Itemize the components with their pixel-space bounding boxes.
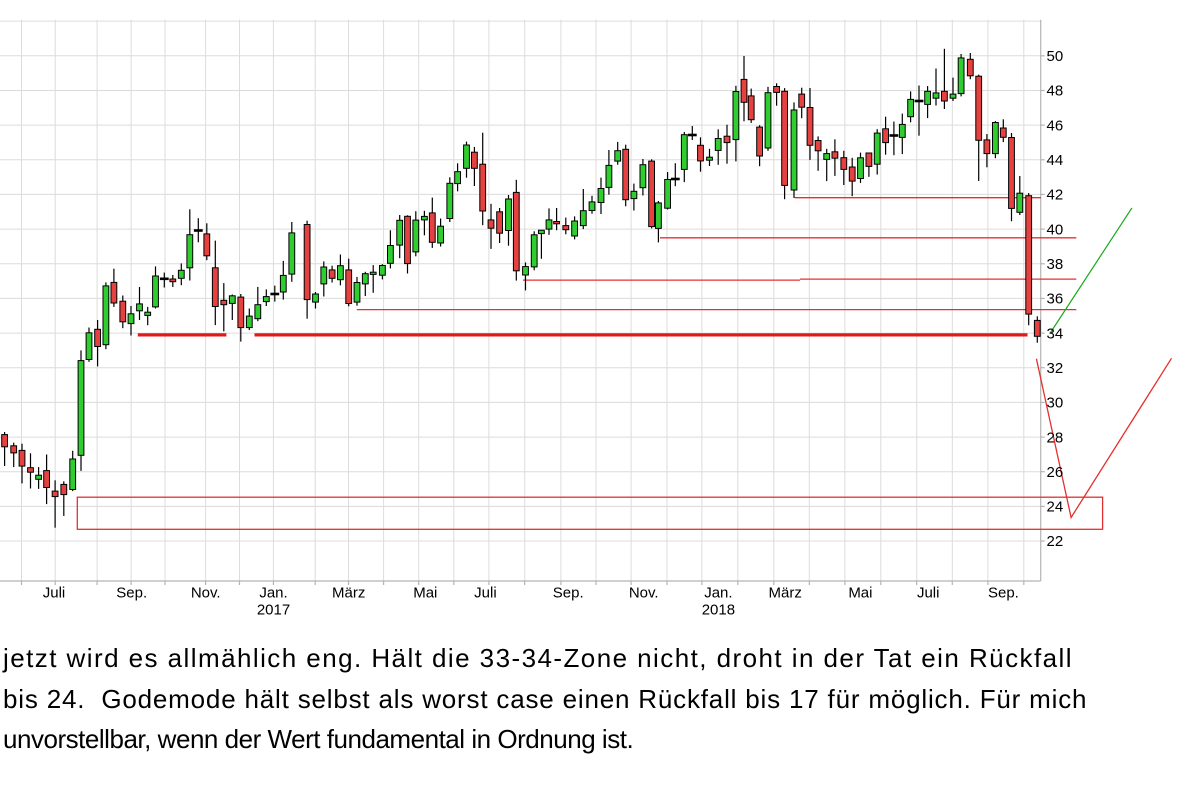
svg-text:28: 28 (1047, 429, 1064, 446)
svg-text:Sep.: Sep. (988, 585, 1019, 602)
svg-text:2017: 2017 (257, 602, 290, 619)
svg-text:22: 22 (1047, 533, 1064, 550)
svg-text:Jan.: Jan. (704, 585, 732, 602)
svg-text:März: März (332, 585, 365, 602)
svg-text:34: 34 (1047, 325, 1064, 342)
svg-text:48: 48 (1047, 83, 1064, 100)
svg-text:24: 24 (1047, 499, 1064, 516)
svg-text:Nov.: Nov. (191, 585, 221, 602)
svg-text:36: 36 (1047, 291, 1064, 308)
svg-text:2018: 2018 (702, 602, 735, 619)
svg-text:26: 26 (1047, 464, 1064, 481)
svg-text:Jan.: Jan. (259, 585, 287, 602)
svg-text:Mai: Mai (413, 585, 437, 602)
svg-text:Sep.: Sep. (553, 585, 584, 602)
svg-text:44: 44 (1047, 152, 1064, 169)
svg-text:46: 46 (1047, 117, 1064, 134)
svg-text:Juli: Juli (43, 585, 66, 602)
svg-text:Mai: Mai (848, 585, 872, 602)
svg-text:30: 30 (1047, 395, 1064, 412)
svg-text:42: 42 (1047, 187, 1064, 204)
svg-text:Juli: Juli (917, 585, 940, 602)
svg-text:32: 32 (1047, 360, 1064, 377)
svg-text:Juli: Juli (474, 585, 497, 602)
svg-text:März: März (769, 585, 802, 602)
svg-text:Sep.: Sep. (116, 585, 147, 602)
svg-text:50: 50 (1047, 48, 1064, 65)
svg-text:38: 38 (1047, 256, 1064, 273)
svg-text:Nov.: Nov. (629, 585, 659, 602)
svg-text:40: 40 (1047, 221, 1064, 238)
